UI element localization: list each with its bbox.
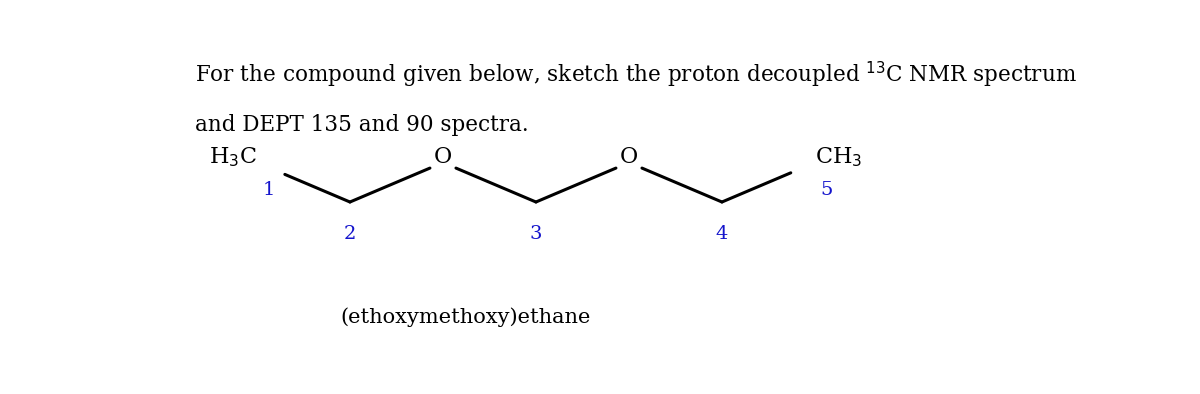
Text: and DEPT 135 and 90 spectra.: and DEPT 135 and 90 spectra. <box>194 114 528 136</box>
Text: 3: 3 <box>529 225 542 243</box>
Text: For the compound given below, sketch the proton decoupled $^{13}$C NMR spectrum: For the compound given below, sketch the… <box>194 59 1076 89</box>
Text: 2: 2 <box>343 225 356 243</box>
Text: 5: 5 <box>821 181 833 199</box>
Text: 4: 4 <box>715 225 728 243</box>
Text: (ethoxymethoxy)ethane: (ethoxymethoxy)ethane <box>341 307 592 327</box>
Text: H$_3$C: H$_3$C <box>209 145 257 169</box>
Text: CH$_3$: CH$_3$ <box>815 145 862 169</box>
Text: O: O <box>620 146 638 168</box>
Text: O: O <box>434 146 452 168</box>
Text: 1: 1 <box>263 181 275 199</box>
